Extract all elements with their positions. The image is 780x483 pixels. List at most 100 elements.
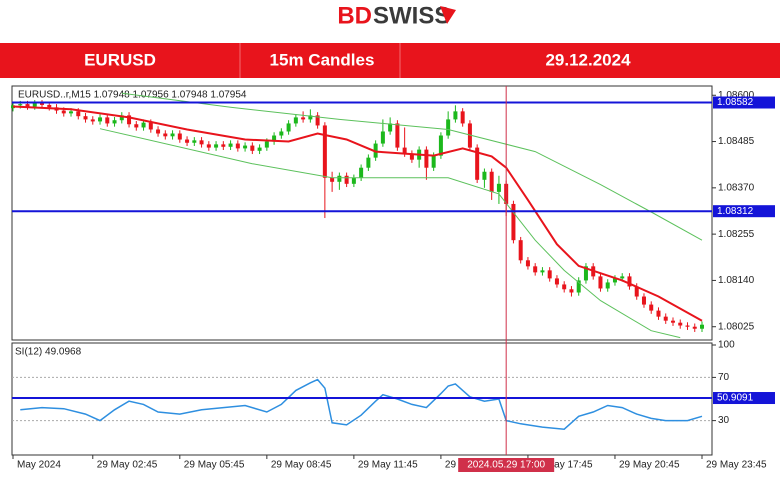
candle-body: [337, 175, 342, 182]
rsi-level-label-bg: [713, 392, 775, 405]
candle-body: [395, 123, 400, 148]
candle-body: [562, 284, 567, 290]
candle-body: [279, 131, 284, 136]
candle-body: [83, 116, 88, 120]
logo-swiss: SWISS: [373, 2, 450, 29]
candle-body: [700, 324, 704, 329]
y-tick-label: 1.08140: [718, 275, 755, 286]
candle-body: [330, 177, 335, 182]
logo-icon: [440, 6, 456, 24]
candle-body: [61, 110, 66, 114]
candle-body: [380, 131, 385, 144]
candle-body: [105, 117, 110, 124]
candle-body: [569, 289, 574, 293]
level-label-bg: [713, 96, 775, 109]
candle-body: [192, 140, 197, 143]
candle-body: [446, 119, 451, 136]
candle-body: [257, 147, 262, 151]
candle-body: [112, 120, 117, 124]
candle-body: [678, 322, 683, 326]
candle-body: [134, 124, 139, 128]
candle-body: [656, 310, 661, 317]
candle-body: [489, 171, 494, 192]
x-tick-label: 29 May 08:45: [271, 460, 332, 471]
candle-body: [431, 155, 436, 168]
candle-body: [511, 203, 516, 241]
candle-body: [388, 123, 393, 132]
candle-body: [18, 104, 23, 106]
candle-body: [156, 129, 161, 134]
candle-body: [612, 278, 617, 283]
candle-body: [409, 153, 414, 160]
candle-body: [301, 117, 306, 120]
candle-body: [228, 143, 233, 147]
header-timeframe: 15m Candles: [270, 50, 375, 69]
candle-body: [634, 286, 639, 297]
candle-body: [40, 103, 45, 105]
candle-body: [366, 157, 371, 168]
candle-body: [533, 266, 538, 273]
candle-body: [235, 143, 240, 149]
candle-body: [272, 135, 277, 142]
candle-body: [315, 115, 320, 126]
candle-body: [649, 304, 654, 311]
candle-body: [424, 149, 429, 168]
candle-body: [663, 316, 668, 321]
candle-body: [344, 175, 349, 184]
candle-body: [322, 125, 327, 178]
candle-body: [119, 115, 124, 121]
candle-body: [177, 133, 182, 140]
level-label: 1.08582: [717, 97, 754, 108]
candle-body: [518, 240, 523, 261]
candle-body: [402, 147, 407, 154]
header-symbol: EURUSD: [84, 50, 156, 69]
candle-body: [308, 115, 313, 120]
candle-body: [453, 111, 458, 120]
y-tick-label: 1.08025: [718, 321, 755, 332]
info-text: EURUSD..r,M15 1.07948 1.07956 1.07948 1.…: [18, 90, 247, 101]
main-panel: [11, 85, 713, 341]
candle-body: [90, 119, 95, 122]
candle-body: [598, 276, 603, 289]
candle-body: [351, 177, 356, 184]
candle-body: [170, 133, 175, 137]
candle-body: [25, 104, 30, 107]
candle-body: [627, 276, 632, 287]
candle-body: [482, 171, 487, 180]
candle-body: [670, 320, 675, 323]
candle-body: [576, 280, 581, 293]
candle-body: [243, 145, 248, 149]
candle-body: [148, 122, 153, 130]
x-tick-label: 29 May 17:45: [532, 460, 593, 471]
time-label: 2024.05.29 17:00: [467, 460, 545, 471]
header-date: 29.12.2024: [545, 50, 631, 69]
x-tick-label: 29 May 02:45: [97, 460, 158, 471]
candle-body: [605, 282, 610, 289]
candle-body: [547, 270, 552, 279]
x-tick-label: 29 May 23:45: [706, 460, 767, 471]
y-tick-label: 1.08370: [718, 182, 755, 193]
candle-body: [206, 144, 211, 148]
candle-body: [620, 276, 625, 279]
candle-body: [199, 140, 204, 145]
candle-body: [47, 104, 52, 108]
indicator-line: [99, 128, 681, 339]
candle-body: [98, 117, 103, 122]
x-tick-label: 29 May 20:45: [619, 460, 680, 471]
rsi-title: SI(12) 49.0968: [15, 347, 82, 358]
candle-body: [554, 278, 559, 285]
candle-body: [359, 167, 364, 178]
candle-body: [438, 135, 443, 156]
candle-body: [460, 111, 465, 124]
logo-bd: BD: [337, 2, 372, 29]
candle-body: [250, 145, 255, 151]
header-bar: [0, 43, 780, 78]
time-label-bg: [458, 458, 555, 472]
y-tick-label: 1.08600: [718, 90, 755, 101]
rsi-y-tick-label: 30: [718, 415, 730, 426]
x-tick-label: 29 May 05:45: [184, 460, 245, 471]
candle-body: [641, 296, 646, 305]
rsi-y-tick-label: 70: [718, 372, 730, 383]
candle-body: [583, 266, 588, 281]
